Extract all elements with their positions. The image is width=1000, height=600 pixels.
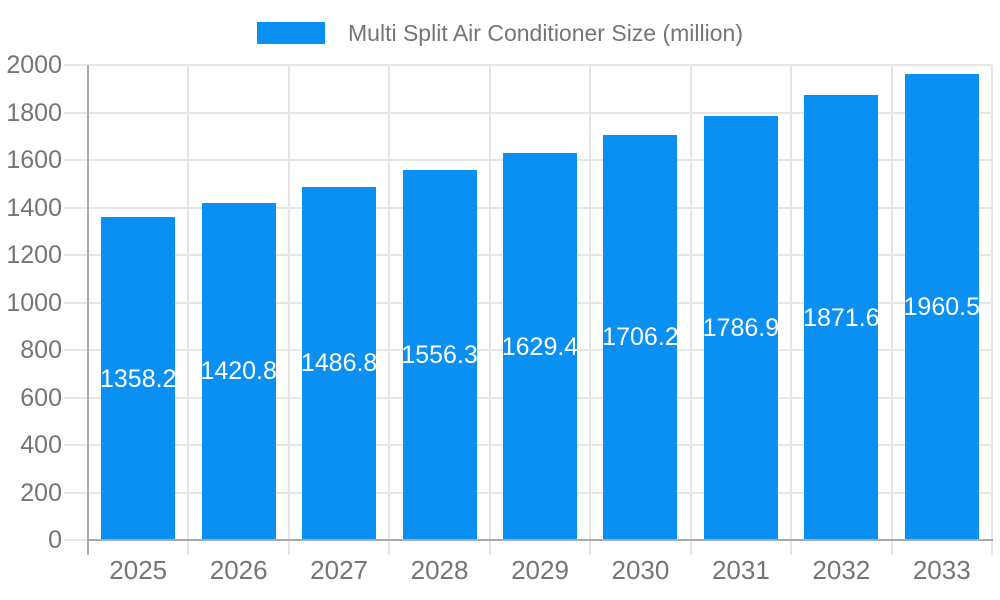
x-axis-tick (689, 540, 692, 555)
x-axis-tick (890, 540, 893, 555)
y-axis-tick-label: 1200 (6, 241, 62, 269)
x-axis-tick-label: 2026 (209, 555, 268, 585)
bar-value-label: 1420.8 (200, 357, 277, 386)
y-axis-line (87, 65, 89, 555)
legend-swatch (257, 22, 326, 44)
y-axis-tick-label: 200 (20, 478, 62, 507)
v-gridline (287, 65, 290, 540)
y-axis-tick (64, 539, 88, 541)
chart-legend: Multi Split Air Conditioner Size (millio… (0, 19, 1000, 47)
y-axis-tick-label: 1400 (6, 193, 62, 222)
x-axis-tick (187, 540, 190, 555)
legend-label: Multi Split Air Conditioner Size (millio… (348, 20, 743, 46)
y-axis-tick (64, 444, 88, 446)
y-axis-tick-label: 600 (20, 383, 62, 412)
x-axis-tick (589, 540, 592, 555)
x-axis-tick (488, 540, 491, 555)
y-axis-tick-label: 2000 (6, 51, 62, 79)
x-axis-tick-label: 2033 (912, 555, 971, 585)
x-axis-tick (790, 540, 793, 555)
v-gridline (890, 65, 893, 540)
bar-2027 (302, 186, 377, 540)
v-gridline (689, 65, 692, 540)
bar-2026 (201, 202, 276, 540)
y-axis-tick-label: 1000 (6, 288, 62, 317)
bar-value-label: 1706.2 (602, 323, 679, 352)
bar-value-label: 1486.8 (300, 349, 378, 378)
bar-2033 (904, 74, 979, 540)
y-axis-tick (64, 491, 88, 494)
y-axis-tick-label: 800 (20, 336, 62, 364)
y-axis-tick (64, 349, 88, 351)
bar-2030 (603, 134, 678, 540)
y-axis-tick (64, 111, 88, 114)
x-axis-tick-label: 2031 (711, 555, 770, 585)
x-axis-tick (287, 540, 290, 555)
v-gridline (187, 65, 190, 540)
x-axis-tick-label: 2027 (310, 555, 369, 585)
y-axis-tick (64, 301, 88, 304)
v-gridline (488, 65, 491, 540)
x-axis-line (87, 539, 993, 541)
y-axis-tick-label: 400 (20, 431, 62, 459)
h-gridline (88, 64, 992, 66)
bar-value-label: 1629.4 (501, 332, 579, 361)
y-axis-tick (64, 159, 88, 161)
v-gridline (991, 65, 993, 540)
y-axis-tick-label: 1800 (6, 98, 62, 127)
y-axis-tick (64, 206, 88, 209)
bar-value-label: 1960.5 (903, 293, 980, 322)
x-axis-tick-label: 2028 (410, 555, 469, 585)
y-axis-tick-label: 0 (48, 526, 62, 554)
v-gridline (790, 65, 793, 540)
y-axis-tick (64, 396, 88, 399)
y-axis-tick-label: 1600 (6, 146, 62, 174)
bar-value-label: 1358.2 (99, 364, 177, 393)
v-gridline (589, 65, 592, 540)
bar-value-label: 1871.6 (803, 303, 880, 332)
bar-2028 (402, 170, 477, 540)
bar-2031 (703, 115, 778, 540)
bar-2025 (101, 217, 176, 540)
x-axis-tick-label: 2030 (611, 555, 670, 585)
bar-2032 (804, 95, 879, 540)
y-axis-tick (64, 64, 88, 66)
h-gridline (88, 111, 992, 114)
x-axis-tick (991, 540, 993, 555)
x-axis-tick-label: 2032 (812, 555, 871, 585)
bar-2029 (503, 153, 577, 540)
bar-value-label: 1556.3 (401, 341, 478, 370)
x-axis-tick-label: 2029 (511, 555, 569, 585)
y-axis-tick (64, 254, 88, 256)
x-axis-tick-label: 2025 (109, 555, 168, 585)
x-axis-tick (388, 540, 391, 555)
bar-value-label: 1786.9 (702, 313, 780, 342)
v-gridline (388, 65, 391, 540)
